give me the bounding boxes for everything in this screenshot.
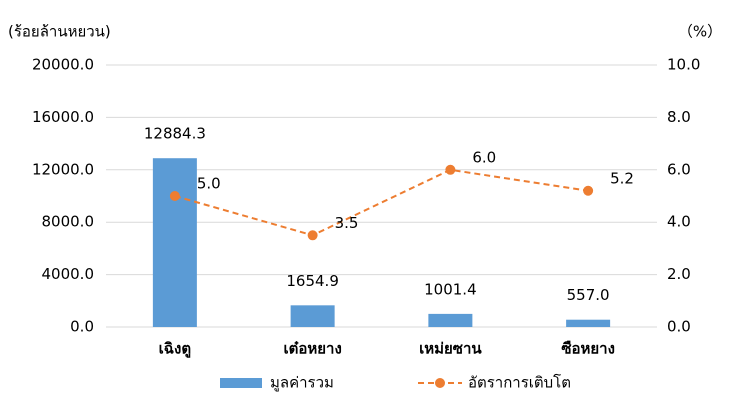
data-label: 6.0 [472,148,496,166]
y2-tick-label: 8.0 [667,108,691,126]
x-tick-label: เต๋อหยาง [283,340,341,358]
legend-swatch [220,378,262,388]
y2-tick-label: 4.0 [667,213,691,231]
legend-swatch [435,378,445,388]
line [174,168,589,237]
data-label: 1001.4 [424,280,477,298]
y-tick-label: 16000.0 [32,108,94,126]
y2-tick-label: 0.0 [667,318,691,336]
y-tick-label: 12000.0 [32,160,94,178]
y-axis-title: (ร้อยล้านหยวน) [8,23,111,41]
data-label: 5.0 [197,175,221,193]
y-tick-label: 0.0 [70,318,94,336]
bar [290,305,335,327]
data-label: 1654.9 [286,272,339,290]
line-point [445,164,456,175]
legend-label: มูลค่ารวม [270,374,334,392]
x-tick-label: เหม่ยซาน [419,340,482,358]
line-point [583,185,594,196]
legend-label: อัตราการเติบโต [468,374,571,392]
y2-tick-label: 2.0 [667,265,691,283]
y-tick-label: 8000.0 [42,213,95,231]
bar [152,158,197,327]
y2-tick-label: 10.0 [667,56,700,74]
data-label: 557.0 [567,286,610,304]
line-point [169,191,180,201]
y-tick-label: 20000.0 [32,56,94,74]
x-tick-label: ซือหยาง [561,340,615,358]
y2-tick-label: 6.0 [667,160,691,178]
bar [566,319,611,327]
x-tick-label: เฉิงตู [159,340,191,359]
y2-axis-title: （%） [678,23,722,41]
line-point [307,230,318,241]
bar [428,313,473,327]
data-label: 12884.3 [144,125,206,143]
data-label: 3.5 [335,214,359,232]
data-label: 5.2 [610,169,634,187]
y-tick-label: 4000.0 [42,265,95,283]
